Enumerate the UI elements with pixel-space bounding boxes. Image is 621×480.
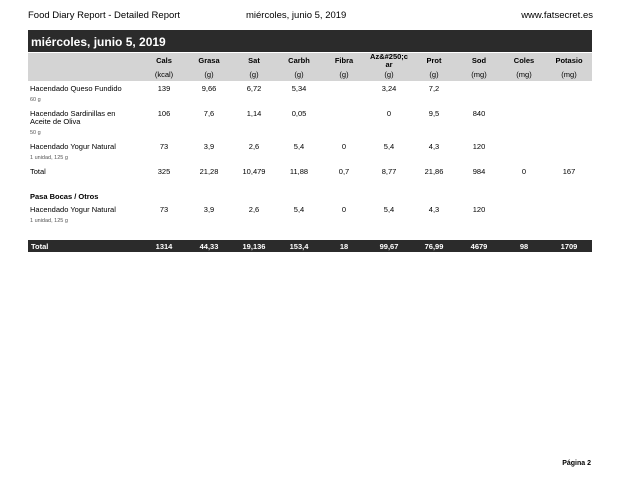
subtotal-sod: 984 xyxy=(472,167,486,176)
item-sat: 1,14 xyxy=(246,109,262,118)
col-sat: Sat xyxy=(248,56,260,65)
report-title: Food Diary Report - Detailed Report xyxy=(28,10,181,21)
column-header: Cals (kcal) Grasa (g) Sat (g) Carbh (g) … xyxy=(28,53,592,81)
col-carbh-unit: (g) xyxy=(294,70,304,79)
col-sat-unit: (g) xyxy=(249,70,259,79)
day-title-bar: miércoles, junio 5, 2019 xyxy=(28,30,592,52)
item-portion: 50 g xyxy=(30,130,41,136)
subtotal-coles: 0 xyxy=(521,167,527,176)
item-name-line2: Aceite de Oliva xyxy=(30,117,81,126)
total-sod: 4679 xyxy=(470,242,488,251)
item-azucar: 5,4 xyxy=(383,142,395,151)
total-potasio: 1709 xyxy=(560,242,578,251)
total-label: Total xyxy=(31,242,49,251)
col-fibra: Fibra xyxy=(334,56,354,65)
site-url: www.fatsecret.es xyxy=(521,10,593,21)
col-fibra-unit: (g) xyxy=(339,70,349,79)
item-sat: 2,6 xyxy=(248,142,260,151)
item-portion: 60 g xyxy=(30,97,41,103)
item-name: Hacendado Yogur Natural xyxy=(30,142,116,151)
section-title: Pasa Bocas / Otros xyxy=(30,192,99,201)
item-carbh: 5,34 xyxy=(291,84,307,93)
report-date: miércoles, junio 5, 2019 xyxy=(246,10,347,21)
item-sat: 2,6 xyxy=(248,205,260,214)
item-azucar: 3,24 xyxy=(381,84,397,93)
item-name: Hacendado Queso Fundido xyxy=(30,84,122,93)
item-azucar: 5,4 xyxy=(383,205,395,214)
col-potasio-unit: (mg) xyxy=(561,70,577,79)
grand-total-bar: Total 1314 44,33 19,136 153,4 18 99,67 7… xyxy=(28,240,592,252)
subtotal-label: Total xyxy=(30,167,46,176)
col-cals-unit: (kcal) xyxy=(154,70,174,79)
item-prot: 7,2 xyxy=(428,84,440,93)
item-grasa: 7,6 xyxy=(203,109,215,118)
item-sod: 120 xyxy=(472,205,486,214)
item-sod: 840 xyxy=(472,109,486,118)
item-carbh: 5,4 xyxy=(293,142,305,151)
subtotal-cals: 325 xyxy=(157,167,171,176)
subtotal-fibra: 0,7 xyxy=(338,167,350,176)
item-sat: 6,72 xyxy=(246,84,262,93)
total-cals: 1314 xyxy=(155,242,173,251)
item-fibra: 0 xyxy=(341,142,347,151)
item-cals: 73 xyxy=(159,205,169,214)
col-prot: Prot xyxy=(426,56,442,65)
page-number: Página 2 xyxy=(562,460,591,467)
item-prot: 9,5 xyxy=(428,109,440,118)
item-portion: 1 unidad, 125 g xyxy=(30,218,68,224)
subtotal-carbh: 11,88 xyxy=(289,167,309,176)
item-grasa: 9,66 xyxy=(201,84,217,93)
col-azucar-unit: (g) xyxy=(384,70,394,79)
item-cals: 106 xyxy=(157,109,171,118)
total-prot: 76,99 xyxy=(424,242,444,251)
item-carbh: 0,05 xyxy=(291,109,307,118)
col-grasa: Grasa xyxy=(198,56,220,65)
col-coles: Coles xyxy=(513,56,535,65)
item-carbh: 5,4 xyxy=(293,205,305,214)
total-fibra: 18 xyxy=(339,242,349,251)
item-prot: 4,3 xyxy=(428,205,440,214)
col-sod-unit: (mg) xyxy=(471,70,487,79)
item-cals: 139 xyxy=(157,84,171,93)
subtotal-potasio: 167 xyxy=(562,167,576,176)
item-sod: 120 xyxy=(472,142,486,151)
col-prot-unit: (g) xyxy=(429,70,439,79)
item-cals: 73 xyxy=(159,142,169,151)
item-name: Hacendado Yogur Natural xyxy=(30,205,116,214)
subtotal-azucar: 8,77 xyxy=(381,167,397,176)
total-grasa: 44,33 xyxy=(199,242,219,251)
col-sod: Sod xyxy=(471,56,487,65)
subtotal-sat: 10,479 xyxy=(242,167,266,176)
col-azucar: Az&#250;c ar xyxy=(370,52,408,69)
item-grasa: 3,9 xyxy=(203,142,215,151)
col-potasio: Potasio xyxy=(555,56,583,65)
day-title: miércoles, junio 5, 2019 xyxy=(31,35,166,49)
item-prot: 4,3 xyxy=(428,142,440,151)
col-coles-unit: (mg) xyxy=(516,70,532,79)
col-grasa-unit: (g) xyxy=(204,70,214,79)
item-name: Hacendado Sardinillas en xyxy=(30,109,116,118)
total-sat: 19,136 xyxy=(242,242,266,251)
item-azucar: 0 xyxy=(386,109,392,118)
subtotal-prot: 21,86 xyxy=(424,167,444,176)
item-portion: 1 unidad, 125 g xyxy=(30,155,68,161)
total-coles: 98 xyxy=(519,242,529,251)
subtotal-grasa: 21,28 xyxy=(199,167,219,176)
col-carbh: Carbh xyxy=(288,56,310,65)
col-cals: Cals xyxy=(156,56,172,65)
item-fibra: 0 xyxy=(341,205,347,214)
total-carbh: 153,4 xyxy=(289,242,309,251)
total-azucar: 99,67 xyxy=(379,242,399,251)
item-grasa: 3,9 xyxy=(203,205,215,214)
